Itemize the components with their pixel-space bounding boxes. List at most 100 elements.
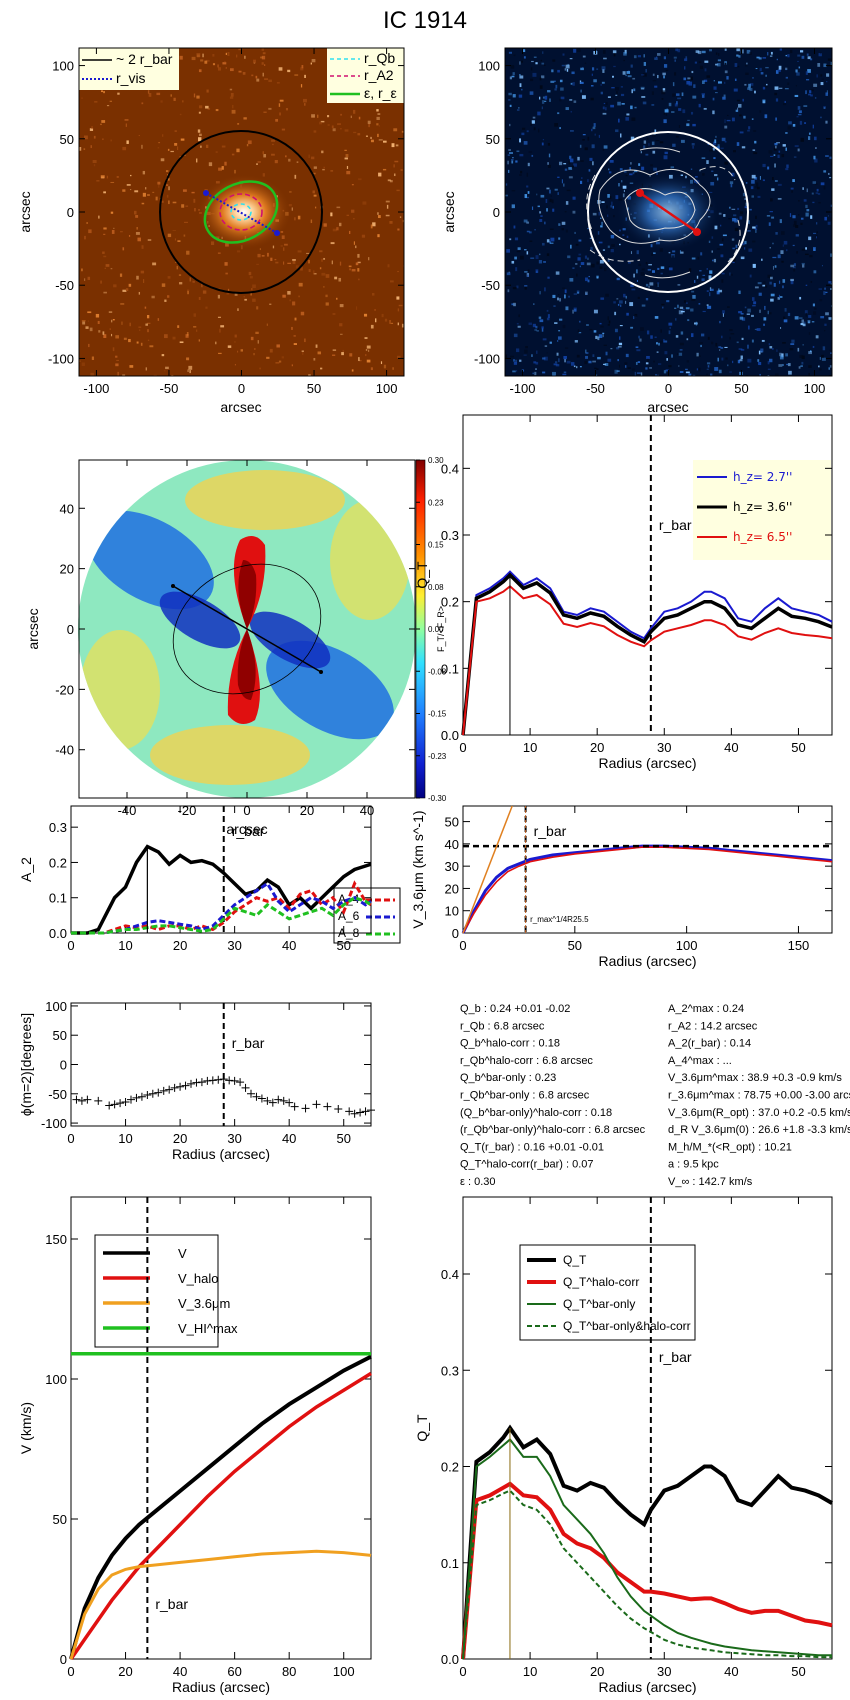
speckle bbox=[744, 247, 746, 250]
x-tick-label: 40 bbox=[724, 1664, 738, 1679]
x-tick-label: 100 bbox=[333, 1664, 355, 1679]
speckle bbox=[660, 272, 663, 275]
speckle bbox=[511, 260, 515, 264]
speckle bbox=[714, 139, 717, 144]
series-line bbox=[71, 881, 372, 935]
speckle bbox=[542, 51, 544, 54]
speckle bbox=[117, 371, 119, 376]
speckle bbox=[763, 281, 766, 285]
speckle bbox=[661, 303, 665, 306]
speckle bbox=[357, 268, 360, 272]
speckle bbox=[617, 101, 621, 106]
speckle bbox=[751, 195, 755, 198]
speckle bbox=[103, 233, 106, 235]
speckle bbox=[769, 346, 773, 349]
speckle bbox=[319, 267, 322, 270]
parameter-row: V_3.6μm^max : 38.9 +0.3 -0.9 km/s bbox=[668, 1072, 842, 1084]
speckle bbox=[94, 101, 98, 103]
speckle bbox=[119, 273, 123, 277]
speckle bbox=[652, 80, 657, 82]
series-line bbox=[69, 1371, 372, 1660]
speckle bbox=[741, 337, 744, 341]
speckle bbox=[171, 374, 174, 376]
speckle bbox=[654, 129, 657, 133]
speckle bbox=[536, 330, 539, 332]
colorbar-tick-label: -0.08 bbox=[428, 667, 447, 676]
phase-point bbox=[197, 1078, 206, 1087]
speckle bbox=[509, 238, 512, 241]
speckle bbox=[684, 66, 686, 70]
speckle bbox=[521, 60, 523, 63]
speckle bbox=[87, 320, 89, 322]
speckle bbox=[677, 284, 681, 286]
speckle bbox=[569, 58, 573, 60]
speckle bbox=[312, 270, 315, 275]
speckle bbox=[189, 370, 191, 374]
phase-point bbox=[94, 1096, 103, 1105]
speckle bbox=[541, 106, 543, 110]
speckle bbox=[786, 164, 789, 168]
speckle bbox=[682, 308, 685, 311]
speckle bbox=[281, 128, 286, 131]
speckle bbox=[145, 367, 147, 371]
speckle bbox=[767, 166, 770, 170]
speckle bbox=[641, 88, 645, 90]
speckle bbox=[320, 120, 325, 123]
x-axis-label: Radius (arcsec) bbox=[598, 1679, 696, 1695]
speckle bbox=[688, 268, 692, 273]
speckle bbox=[534, 229, 537, 231]
speckle bbox=[818, 288, 823, 290]
speckle bbox=[218, 167, 222, 171]
speckle bbox=[81, 97, 83, 99]
speckle bbox=[654, 336, 657, 339]
speckle bbox=[810, 58, 813, 61]
y-axis-label: Q_T bbox=[414, 561, 430, 589]
speckle bbox=[601, 66, 606, 70]
speckle bbox=[695, 50, 700, 53]
parameter-row: A_2^max : 0.24 bbox=[668, 1003, 744, 1015]
y-tick-label: 0.0 bbox=[441, 728, 459, 743]
speckle bbox=[177, 146, 179, 151]
speckle bbox=[377, 133, 379, 138]
speckle bbox=[136, 275, 139, 280]
speckle bbox=[255, 75, 258, 79]
speckle bbox=[371, 293, 375, 296]
speckle bbox=[579, 265, 581, 268]
speckle bbox=[710, 181, 715, 186]
speckle bbox=[378, 172, 382, 177]
series-line bbox=[461, 572, 833, 736]
speckle bbox=[205, 144, 209, 148]
speckle bbox=[517, 325, 521, 328]
speckle bbox=[144, 306, 147, 309]
speckle bbox=[523, 141, 528, 145]
speckle bbox=[568, 176, 573, 179]
speckle bbox=[801, 55, 805, 59]
speckle bbox=[587, 136, 590, 141]
x-tick-label: -50 bbox=[586, 381, 605, 396]
speckle bbox=[570, 82, 573, 85]
speckle bbox=[812, 303, 815, 307]
speckle bbox=[778, 65, 782, 70]
x-tick-label: 0 bbox=[665, 381, 672, 396]
speckle bbox=[634, 371, 636, 376]
speckle bbox=[599, 322, 602, 325]
speckle bbox=[608, 261, 610, 265]
speckle bbox=[612, 50, 617, 54]
x-tick-label: 20 bbox=[590, 1664, 604, 1679]
speckle bbox=[578, 239, 582, 242]
speckle bbox=[680, 139, 685, 143]
speckle bbox=[762, 86, 766, 90]
speckle bbox=[337, 123, 341, 126]
speckle bbox=[795, 234, 799, 237]
speckle bbox=[370, 324, 374, 329]
speckle bbox=[739, 371, 743, 376]
speckle bbox=[303, 98, 307, 103]
speckle bbox=[746, 313, 750, 315]
speckle bbox=[525, 196, 530, 199]
speckle bbox=[619, 229, 621, 232]
speckle bbox=[820, 74, 823, 77]
parameter-row: r_Qb : 6.8 arcsec bbox=[460, 1020, 545, 1032]
speckle bbox=[276, 344, 280, 348]
speckle bbox=[631, 368, 635, 372]
y-axis-label: ϕ(m=2)[degrees] bbox=[18, 1013, 34, 1116]
